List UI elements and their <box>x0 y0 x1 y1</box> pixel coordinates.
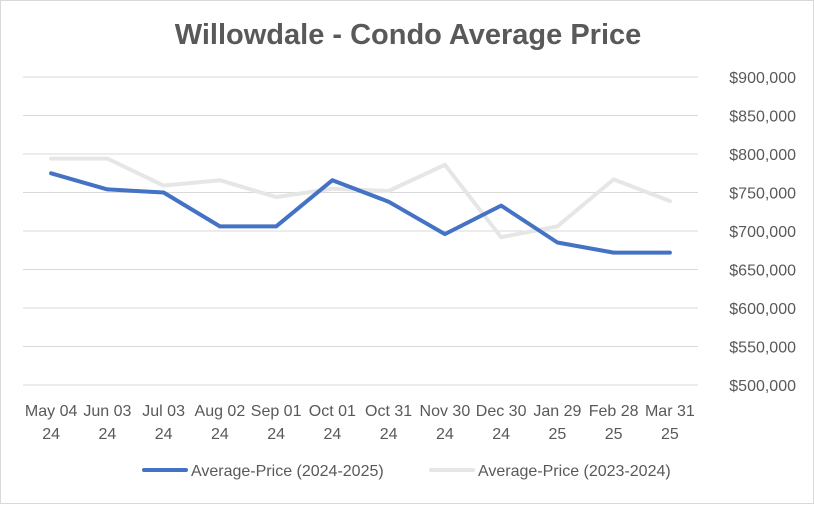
x-tick-label-year: 24 <box>436 426 454 443</box>
y-tick-label: $600,000 <box>729 301 796 318</box>
x-tick-label: Mar 31 <box>645 403 695 420</box>
x-tick-label: May 04 <box>25 403 78 420</box>
x-tick-label: Aug 02 <box>195 403 246 420</box>
y-tick-label: $900,000 <box>729 70 796 87</box>
y-tick-label: $700,000 <box>729 224 796 241</box>
chart-title: Willowdale - Condo Average Price <box>175 19 642 51</box>
x-tick-label-year: 24 <box>155 426 173 443</box>
x-tick-label: Oct 31 <box>365 403 412 420</box>
x-tick-label-year: 25 <box>605 426 623 443</box>
x-tick-label-year: 24 <box>492 426 510 443</box>
x-tick-label: Dec 30 <box>476 403 527 420</box>
series-line-1 <box>49 156 672 240</box>
x-tick-label-year: 24 <box>42 426 60 443</box>
y-tick-label: $500,000 <box>729 378 796 395</box>
y-tick-label: $800,000 <box>729 147 796 164</box>
x-tick-label: Jan 29 <box>533 403 581 420</box>
y-tick-label: $750,000 <box>729 186 796 203</box>
x-tick-label: Feb 28 <box>589 403 639 420</box>
y-axis: $500,000 $550,000 $600,000 $650,000 $700,000… <box>729 70 796 395</box>
x-tick-label-year: 24 <box>98 426 116 443</box>
x-tick-label: Oct 01 <box>309 403 356 420</box>
series-lines <box>49 156 672 255</box>
x-tick-label-year: 24 <box>380 426 398 443</box>
series-line-0 <box>49 171 672 255</box>
x-tick-label: Nov 30 <box>420 403 471 420</box>
y-tick-label: $550,000 <box>729 340 796 357</box>
x-tick-label-year: 24 <box>267 426 285 443</box>
x-tick-label-year: 24 <box>211 426 229 443</box>
y-tick-label: $650,000 <box>729 263 796 280</box>
x-tick-label-year: 24 <box>323 426 341 443</box>
y-tick-label: $850,000 <box>729 109 796 126</box>
x-tick-label: Jun 03 <box>83 403 131 420</box>
gridlines <box>23 76 698 386</box>
x-tick-label: Jul 03 <box>142 403 185 420</box>
legend-label-1: Average-Price (2023-2024) <box>478 463 671 480</box>
x-tick-label: Sep 01 <box>251 403 302 420</box>
x-axis: May 04 24 Jun 03 24 Jul 03 24 Aug 02 24 Sep 01 24… <box>25 403 695 443</box>
legend: Average-Price (2024-2025) Average-Price (… <box>142 463 671 480</box>
legend-label-0: Average-Price (2024-2025) <box>191 463 384 480</box>
x-tick-label-year: 25 <box>661 426 679 443</box>
x-tick-label-year: 25 <box>548 426 566 443</box>
